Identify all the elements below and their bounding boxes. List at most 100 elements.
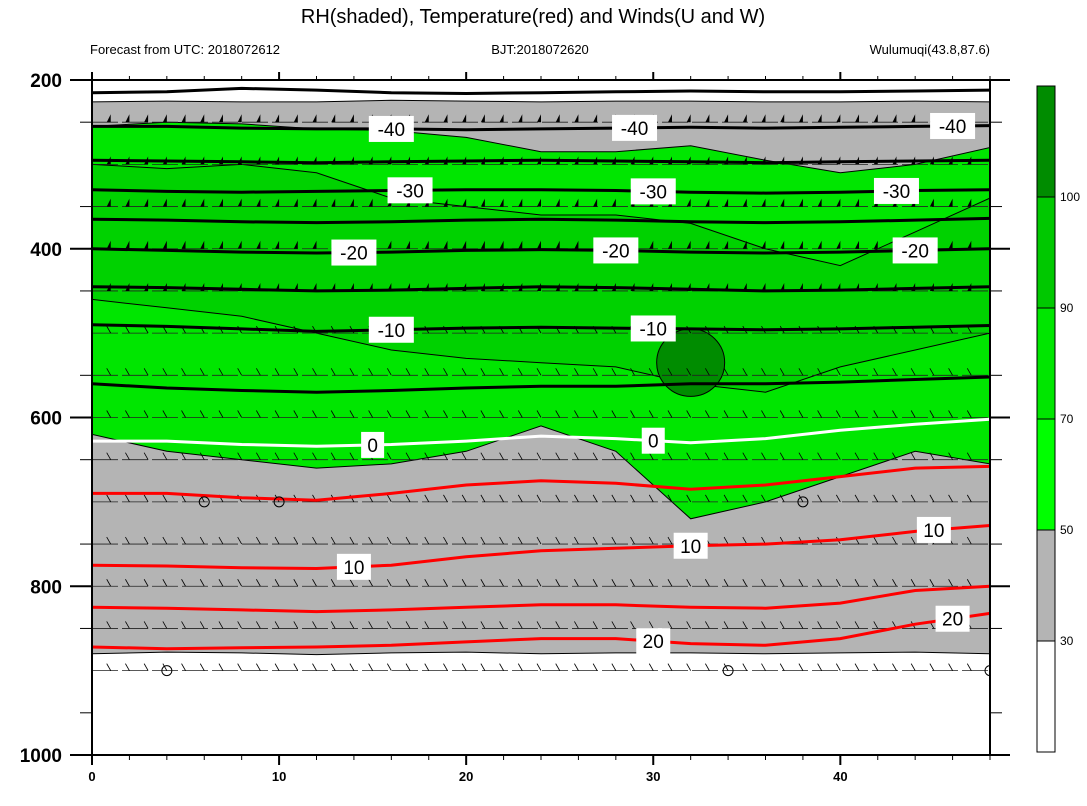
wind-barb	[312, 536, 317, 545]
wind-barb	[330, 452, 336, 460]
wind-barb	[611, 410, 617, 418]
wind-barb	[705, 494, 710, 503]
wind-barb	[368, 536, 373, 545]
wind-barb	[199, 663, 205, 671]
wind-flag	[144, 198, 149, 207]
temperature-contour--20	[92, 247, 990, 255]
wind-barb	[125, 368, 130, 376]
contour-label-0: 0	[367, 436, 378, 457]
wind-barb	[517, 368, 523, 376]
wind-barb	[592, 494, 598, 503]
contour-label--20: -20	[340, 244, 367, 265]
wind-barb	[536, 452, 542, 460]
contour-label--10: -10	[640, 319, 667, 340]
wind-barb	[256, 410, 261, 418]
wind-flag	[144, 240, 149, 249]
temperature-contour--10	[92, 323, 990, 333]
wind-barb	[873, 536, 879, 545]
wind-barb	[835, 579, 841, 587]
wind-barb	[892, 663, 897, 671]
wind-barb	[517, 410, 523, 418]
wind-barb	[162, 579, 168, 587]
wind-barb	[199, 410, 205, 418]
wind-flag	[499, 240, 504, 249]
wind-barb	[873, 368, 879, 376]
temperature-contour-0	[92, 417, 990, 448]
wind-barb	[517, 452, 523, 460]
colorbar-label-70: 70	[1060, 412, 1074, 426]
wind-barb	[873, 579, 879, 587]
wind-barb	[667, 621, 673, 629]
wind-barb	[835, 368, 841, 376]
wind-flag	[331, 198, 336, 207]
wind-barb	[386, 410, 392, 418]
wind-barb	[555, 410, 561, 418]
wind-barb	[648, 536, 654, 545]
wind-barb	[966, 410, 972, 418]
wind-barbs-2	[106, 198, 972, 207]
wind-barb	[499, 579, 504, 587]
wind-barb	[648, 410, 654, 418]
contour-label-20: 20	[942, 610, 963, 631]
wind-barb	[723, 410, 729, 418]
wind-flag	[443, 240, 448, 249]
contour-label--40: -40	[621, 119, 648, 140]
wind-flag	[200, 114, 205, 123]
wind-barb	[667, 579, 673, 587]
colorbar-label-90: 90	[1060, 301, 1074, 315]
wind-barb	[705, 663, 710, 671]
contour-label-bg	[892, 237, 938, 264]
wind-barb	[125, 621, 130, 629]
wind-flag	[106, 198, 111, 207]
wind-flag	[275, 114, 280, 123]
wind-flag	[537, 198, 541, 207]
wind-barb	[574, 663, 579, 671]
wind-flag	[293, 240, 298, 249]
wind-barb	[648, 663, 654, 671]
chart-title: RH(shaded), Temperature(red) and Winds(U…	[301, 6, 765, 28]
wind-barb	[592, 621, 598, 629]
wind-barb	[181, 536, 186, 545]
wind-flag	[256, 198, 261, 207]
wind-barb	[443, 536, 448, 545]
wind-barb	[779, 621, 785, 629]
wind-barb	[312, 663, 317, 671]
wind-flag	[462, 114, 467, 123]
wind-barb	[125, 579, 130, 587]
wind-barb	[948, 494, 953, 503]
wind-barb	[349, 621, 355, 629]
wind-barb	[817, 621, 822, 629]
wind-flag	[518, 198, 523, 207]
wind-barb	[892, 579, 897, 587]
wind-barb	[256, 579, 261, 587]
wind-barb	[499, 368, 504, 376]
wind-barbs-7	[106, 410, 972, 418]
wind-barb	[705, 452, 710, 460]
wind-barb	[779, 410, 785, 418]
wind-flag	[873, 114, 878, 123]
wind-barb	[667, 452, 673, 460]
secondary-contour-1	[92, 158, 990, 165]
wind-barb	[312, 579, 317, 587]
wind-flag	[106, 114, 111, 123]
wind-barb	[948, 579, 953, 587]
wind-barb	[443, 579, 448, 587]
wind-barb	[798, 410, 804, 418]
wind-flag	[125, 198, 130, 207]
contour-label-bg	[368, 316, 414, 343]
wind-flag	[518, 114, 523, 123]
contour-label-bg	[336, 553, 371, 580]
contour-label-bg	[916, 516, 951, 543]
colorbar: 100 90 70 50 30	[1036, 85, 1080, 753]
wind-barb	[574, 410, 579, 418]
wind-barb	[106, 368, 112, 376]
wind-barb	[125, 410, 130, 418]
wind-barb	[125, 663, 130, 671]
wind-barb	[274, 663, 280, 671]
wind-barb	[555, 621, 561, 629]
wind-barb	[630, 663, 635, 671]
wind-flag	[349, 198, 354, 207]
wind-barb	[817, 410, 822, 418]
wind-barb	[499, 494, 504, 503]
wind-flag	[162, 114, 167, 123]
